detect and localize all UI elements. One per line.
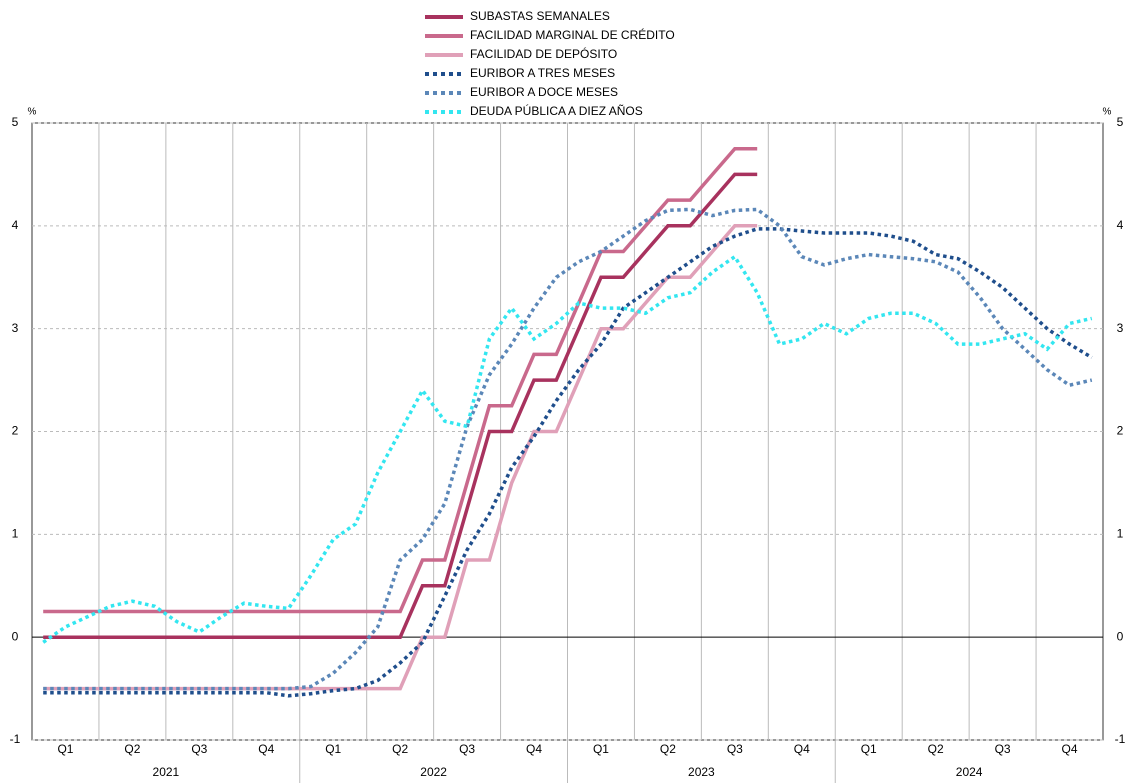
y-tick-label: 1 (12, 527, 19, 541)
y-tick-label: 0 (12, 629, 19, 643)
x-tick-label: Q3 (727, 742, 743, 756)
y-tick-label: 3 (12, 321, 19, 335)
x-tick-label: Q3 (995, 742, 1011, 756)
year-label: 2024 (956, 765, 983, 779)
series-line (43, 146, 758, 614)
x-tick-label: Q2 (124, 742, 140, 756)
y-tick-label: 2 (12, 424, 19, 438)
legend-label: FACILIDAD MARGINAL DE CRÉDITO (470, 27, 675, 42)
legend-label: FACILIDAD DE DEPÓSITO (470, 46, 617, 61)
year-label: 2021 (153, 765, 180, 779)
y-tick-label: 5 (12, 115, 19, 129)
y-tick-label: -1 (10, 732, 21, 746)
series-line (43, 224, 758, 691)
x-tick-label: Q1 (593, 742, 609, 756)
x-tick-label: Q4 (1062, 742, 1078, 756)
x-tick-label: Q4 (794, 742, 810, 756)
y2-tick-label: 2 (1117, 424, 1124, 438)
x-tick-label: Q2 (928, 742, 944, 756)
y2-tick-label: 5 (1117, 115, 1124, 129)
x-tick-label: Q2 (392, 742, 408, 756)
y2-tick-label: 1 (1117, 527, 1124, 541)
x-tick-label: Q4 (526, 742, 542, 756)
y2-tick-label: 0 (1117, 629, 1124, 643)
legend-label: SUBASTAS SEMANALES (470, 9, 610, 23)
x-tick-label: Q3 (191, 742, 207, 756)
y-axis-label: % (28, 107, 37, 118)
y2-tick-label: 3 (1117, 321, 1124, 335)
y-tick-label: 4 (12, 218, 19, 232)
x-tick-label: Q4 (258, 742, 274, 756)
series-line (42, 254, 1093, 644)
y2-tick-label: -1 (1115, 732, 1126, 746)
year-label: 2022 (420, 765, 447, 779)
year-label: 2023 (688, 765, 715, 779)
x-tick-label: Q1 (861, 742, 877, 756)
x-tick-label: Q1 (57, 742, 73, 756)
x-tick-label: Q1 (325, 742, 341, 756)
series-line (43, 172, 758, 639)
y2-tick-label: 4 (1117, 218, 1124, 232)
y2-axis-label: % (1103, 107, 1112, 118)
x-tick-label: Q2 (660, 742, 676, 756)
legend-label: EURIBOR A DOCE MESES (470, 85, 618, 99)
x-tick-label: Q3 (459, 742, 475, 756)
legend-label: DEUDA PÚBLICA A DIEZ AÑOS (470, 103, 643, 118)
legend-label: EURIBOR A TRES MESES (470, 66, 615, 80)
